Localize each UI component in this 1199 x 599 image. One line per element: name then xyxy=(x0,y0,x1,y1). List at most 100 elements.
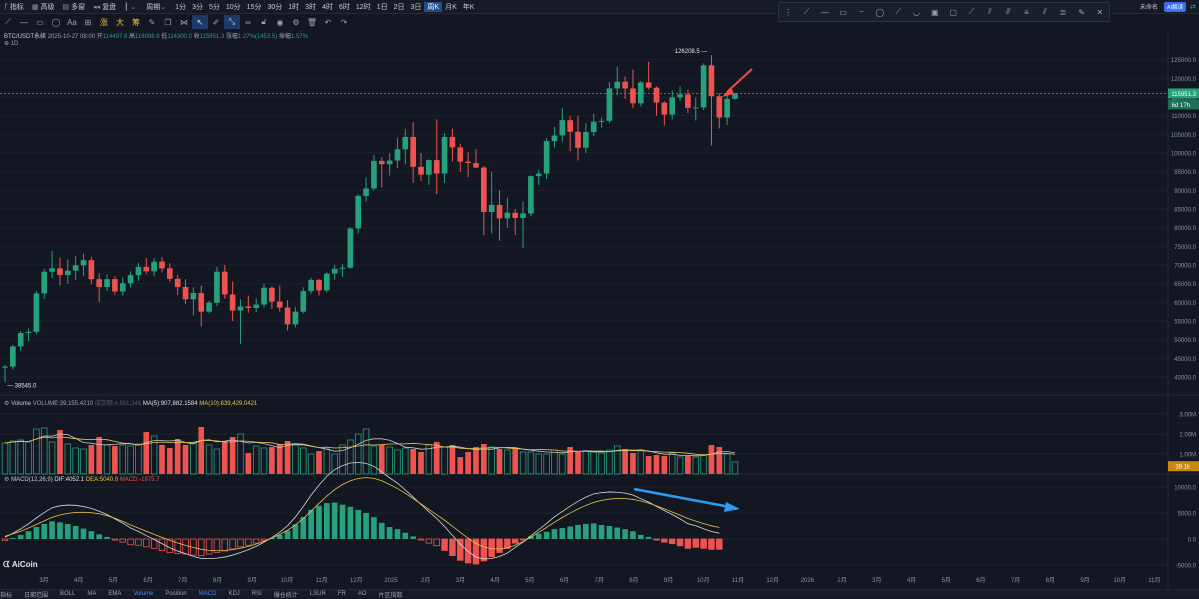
channel-icon[interactable]: ⫽ xyxy=(987,7,992,16)
account-name[interactable]: 未命名 xyxy=(1139,5,1158,11)
candle-body-21 xyxy=(167,268,173,279)
macd-bar-14 xyxy=(111,538,119,541)
bottom-item-4[interactable]: EMA xyxy=(108,591,122,597)
volume-bar-57 xyxy=(449,445,456,474)
bottom-item-14[interactable]: 片区指数 xyxy=(378,592,403,599)
fib-icon[interactable]: ▣ xyxy=(931,7,939,17)
arc-icon[interactable]: ◡ xyxy=(912,7,920,17)
undo-icon[interactable]: ↶ xyxy=(324,17,332,27)
bottom-item-12[interactable]: FR xyxy=(337,591,346,597)
circle-icon[interactable]: ◯ xyxy=(51,17,61,27)
volume-current-text: 39.1k xyxy=(1175,465,1191,471)
replay-menu[interactable]: ◂◂ 复盘 xyxy=(89,0,120,13)
ray-icon[interactable]: ⟋ xyxy=(895,7,901,16)
period-13[interactable]: 3日 xyxy=(410,3,422,11)
macd-bar-34 xyxy=(269,537,275,539)
candle-body-64 xyxy=(504,212,511,219)
trash-icon[interactable]: 🗑︎ xyxy=(306,17,318,27)
period-6[interactable]: 1时 xyxy=(288,3,300,11)
bottom-item-7[interactable]: MACD xyxy=(198,591,217,597)
multi-window-menu[interactable]: ▤ 多窗 xyxy=(59,0,90,13)
candle-body-38 xyxy=(300,291,307,312)
pattern-icon[interactable]: ∞ xyxy=(245,17,251,27)
macd-bar-71 xyxy=(559,528,566,539)
period-0[interactable]: 1分 xyxy=(175,3,187,11)
period-4[interactable]: 15分 xyxy=(246,3,262,11)
path-icon[interactable]: ⟋ xyxy=(968,7,975,16)
candle-body-89 xyxy=(700,65,707,108)
bottom-item-1[interactable]: 日期范围 xyxy=(24,592,49,599)
bottom-item-13[interactable]: AO xyxy=(357,591,367,597)
chip-icon[interactable]: 筹 xyxy=(132,17,140,27)
horizontal-line-icon[interactable]: — xyxy=(20,17,28,27)
rise-icon[interactable]: 涨 xyxy=(100,17,108,27)
macd-settings-icon[interactable]: ⚙ xyxy=(4,477,10,483)
volume-settings-icon[interactable]: ⚙ xyxy=(4,401,10,407)
period-8[interactable]: 4时 xyxy=(322,3,333,11)
rectangle-icon[interactable]: ▭ xyxy=(36,17,44,27)
macd-bar-56 xyxy=(441,538,448,551)
period-12[interactable]: 2日 xyxy=(393,3,405,11)
text-tool-icon[interactable]: Aa xyxy=(67,17,77,27)
volume-bar-59 xyxy=(465,452,471,474)
volume-bar-5 xyxy=(41,427,48,475)
period-5[interactable]: 30分 xyxy=(267,3,283,11)
rect-icon[interactable]: ▭ xyxy=(839,7,847,17)
bottom-item-0[interactable]: 指标 xyxy=(0,592,13,599)
period-9[interactable]: 6时 xyxy=(338,3,350,11)
magnet-icon[interactable]: ⋈ xyxy=(180,17,188,27)
pen-icon[interactable]: ✎ xyxy=(1078,7,1085,17)
sub-legend-icon[interactable]: ⊕ xyxy=(4,41,10,47)
edit-icon[interactable]: ✎ xyxy=(148,17,156,27)
bottom-item-8[interactable]: KDJ xyxy=(228,591,240,597)
blue-arrow-line xyxy=(633,487,731,509)
bottom-item-2[interactable]: BOLL xyxy=(60,591,76,597)
ai-badge[interactable]: AI解读 xyxy=(1163,1,1187,12)
bottom-item-9[interactable]: RSI xyxy=(251,591,262,597)
bottom-item-6[interactable]: Position xyxy=(165,591,187,597)
period-2[interactable]: 5分 xyxy=(208,3,220,11)
period-menu[interactable]: 周期 ⌄ xyxy=(142,0,172,13)
hline-icon[interactable]: — xyxy=(820,7,829,17)
line-tool-icon[interactable]: ⟋ xyxy=(5,17,11,26)
indicators-menu[interactable]: ƒ 指标 xyxy=(0,0,28,13)
chart-type-select[interactable]: ┃ ⌄ xyxy=(120,0,142,13)
period-14[interactable]: 周K xyxy=(424,1,443,12)
share-icon[interactable]: ⇄ xyxy=(1190,3,1196,11)
period-1[interactable]: 3分 xyxy=(192,3,203,11)
candle-body-9 xyxy=(72,265,79,271)
copy-icon[interactable]: ❐ xyxy=(164,17,172,27)
brush-icon[interactable]: ✐ xyxy=(212,17,220,27)
period-15[interactable]: 月K xyxy=(445,3,457,11)
segment-icon[interactable]: ⎯ xyxy=(859,7,864,16)
period-11[interactable]: 1日 xyxy=(376,3,388,11)
period-16[interactable]: 年K xyxy=(462,3,475,11)
redo-icon[interactable]: ↷ xyxy=(340,17,348,27)
levels-icon[interactable]: ≡ xyxy=(1024,7,1029,17)
big-icon[interactable]: 大 xyxy=(116,17,124,27)
period-10[interactable]: 12时 xyxy=(355,3,371,11)
lock-icon[interactable]: 🔓︎ xyxy=(261,17,267,26)
bottom-item-3[interactable]: MA xyxy=(87,591,97,597)
grip-icon[interactable]: ⋮ xyxy=(784,7,793,17)
box-icon[interactable]: ▢ xyxy=(949,7,957,17)
fan-icon[interactable]: ⫻ xyxy=(1005,7,1011,16)
period-3[interactable]: 10分 xyxy=(225,3,241,11)
close-icon[interactable]: ✕ xyxy=(1096,7,1104,17)
price-tick-1: 125000.0 xyxy=(1171,58,1197,64)
grid-lines-icon[interactable]: ≣ xyxy=(1059,7,1067,17)
period-7[interactable]: 3时 xyxy=(305,3,317,11)
cursor-icon[interactable]: ↖ xyxy=(192,15,208,29)
measure-icon[interactable]: ⤡ xyxy=(224,15,240,29)
ruler-icon[interactable]: ⊞ xyxy=(84,17,92,27)
bottom-item-5[interactable]: Volume xyxy=(133,591,154,597)
advanced-menu[interactable]: ▦ 高级 xyxy=(28,0,59,13)
eye-icon[interactable]: ◉ xyxy=(276,17,284,27)
bottom-item-11[interactable]: LSUR xyxy=(309,591,326,597)
ellipse-icon[interactable]: ◯ xyxy=(875,7,885,17)
parallel-icon[interactable]: ⫽ xyxy=(1042,7,1047,16)
bottom-item-10[interactable]: 爆仓统计 xyxy=(273,592,298,599)
settings-icon[interactable]: ⚙ xyxy=(292,17,300,27)
trend-line-icon[interactable]: ⟋ xyxy=(803,7,810,16)
